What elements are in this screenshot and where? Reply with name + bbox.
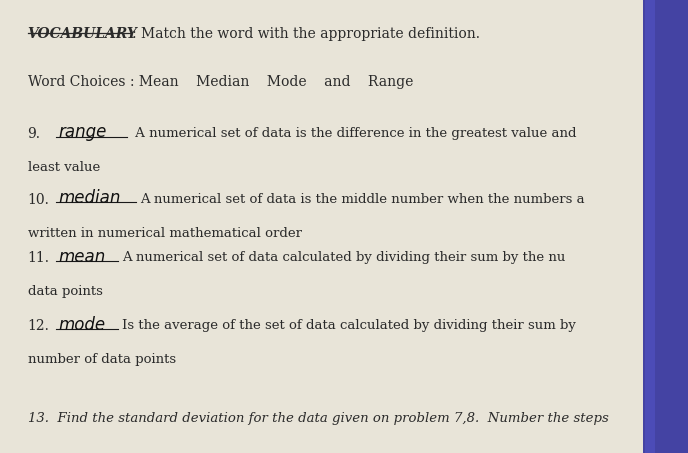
Text: mode: mode [58,316,105,334]
Text: A numerical set of data calculated by dividing their sum by the nu: A numerical set of data calculated by di… [122,251,565,265]
FancyBboxPatch shape [643,0,688,453]
Text: least value: least value [28,161,100,174]
FancyBboxPatch shape [0,0,643,453]
Text: mean: mean [58,248,106,266]
Text: written in numerical mathematical order: written in numerical mathematical order [28,226,301,240]
Text: Word Choices : Mean    Median    Mode    and    Range: Word Choices : Mean Median Mode and Rang… [28,75,413,89]
Text: A numerical set of data is the middle number when the numbers a: A numerical set of data is the middle nu… [140,193,584,206]
Text: range: range [58,123,107,141]
Text: 12.: 12. [28,319,50,333]
Text: 11.: 11. [28,251,50,265]
Text: : Match the word with the appropriate definition.: : Match the word with the appropriate de… [132,27,480,41]
FancyBboxPatch shape [645,0,655,453]
Text: Is the average of the set of data calculated by dividing their sum by: Is the average of the set of data calcul… [122,319,576,333]
Text: 9.: 9. [28,127,41,141]
Text: median: median [58,189,121,207]
Text: 13.  Find the standard deviation for the data given on problem 7,8.  Number the : 13. Find the standard deviation for the … [28,412,608,425]
Text: A numerical set of data is the difference in the greatest value and: A numerical set of data is the differenc… [131,127,577,140]
Text: VOCABULARY: VOCABULARY [28,27,138,41]
Text: number of data points: number of data points [28,353,175,366]
Text: data points: data points [28,285,103,299]
Text: 10.: 10. [28,193,50,207]
